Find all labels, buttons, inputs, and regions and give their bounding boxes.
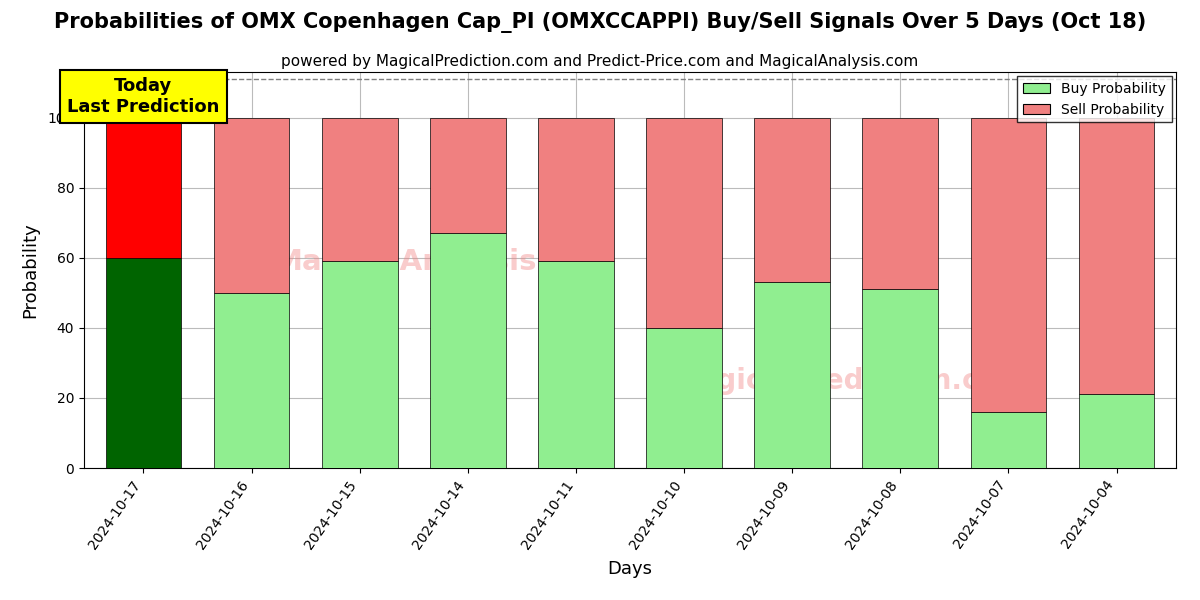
Bar xyxy=(214,293,289,468)
Text: MagicalAnalysis.com: MagicalAnalysis.com xyxy=(274,248,616,276)
Bar xyxy=(538,261,613,468)
Text: Today
Last Prediction: Today Last Prediction xyxy=(67,77,220,116)
Bar xyxy=(647,328,722,468)
Bar xyxy=(1079,394,1154,468)
Bar xyxy=(1079,118,1154,394)
Bar xyxy=(647,118,722,328)
Bar xyxy=(430,118,505,233)
Bar xyxy=(106,118,181,258)
Text: MagicalPrediction.com: MagicalPrediction.com xyxy=(670,367,1027,395)
Legend: Buy Probability, Sell Probability: Buy Probability, Sell Probability xyxy=(1016,76,1172,122)
Bar xyxy=(971,412,1046,468)
Bar xyxy=(971,118,1046,412)
Y-axis label: Probability: Probability xyxy=(22,222,40,318)
Bar xyxy=(214,118,289,293)
Bar xyxy=(430,233,505,468)
Bar xyxy=(863,289,938,468)
Bar xyxy=(322,261,397,468)
Bar xyxy=(755,282,830,468)
Bar xyxy=(863,118,938,289)
Bar xyxy=(755,118,830,282)
Bar xyxy=(106,258,181,468)
Text: powered by MagicalPrediction.com and Predict-Price.com and MagicalAnalysis.com: powered by MagicalPrediction.com and Pre… xyxy=(281,54,919,69)
X-axis label: Days: Days xyxy=(607,560,653,578)
Bar xyxy=(538,118,613,261)
Bar xyxy=(322,118,397,261)
Text: Probabilities of OMX Copenhagen Cap_PI (OMXCCAPPI) Buy/Sell Signals Over 5 Days : Probabilities of OMX Copenhagen Cap_PI (… xyxy=(54,12,1146,33)
